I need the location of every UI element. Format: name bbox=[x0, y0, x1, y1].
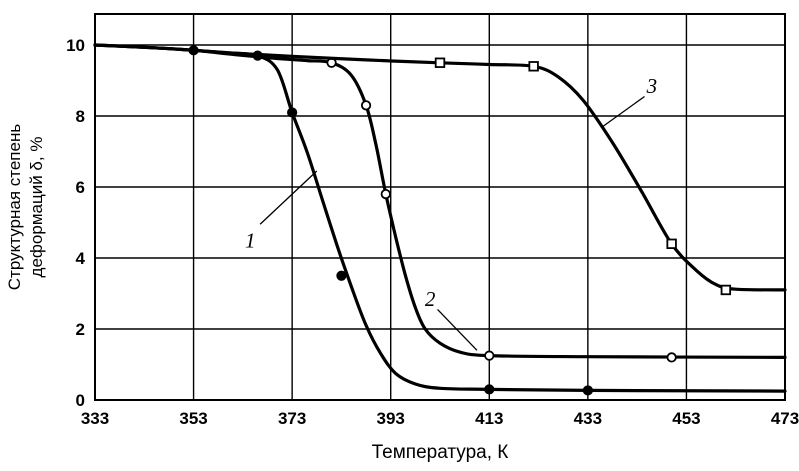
marker-open-circle bbox=[360, 100, 372, 111]
curve-number-2: 2 bbox=[425, 287, 436, 311]
curve-1 bbox=[93, 43, 787, 393]
marker-open-square bbox=[666, 238, 677, 250]
marker-open-square bbox=[434, 57, 446, 68]
curve-number-3: 3 bbox=[646, 74, 658, 98]
x-axis-title: Температура, К bbox=[372, 442, 509, 463]
marker-open-circle bbox=[380, 189, 391, 200]
y-tick-label: 4 bbox=[76, 249, 86, 268]
y-axis-title-line-2: деформаций δ, % bbox=[27, 137, 46, 278]
leader-line-1 bbox=[259, 170, 318, 225]
x-tick-label: 353 bbox=[179, 409, 207, 428]
leader-line-3 bbox=[602, 95, 645, 128]
curve-number-1: 1 bbox=[245, 228, 256, 252]
curve-2 bbox=[93, 43, 787, 359]
marker-open-square bbox=[528, 61, 539, 72]
x-tick-label: 433 bbox=[574, 409, 602, 428]
y-axis-title-line-1: Структурная степень bbox=[5, 124, 24, 291]
y-tick-label: 0 bbox=[76, 391, 85, 410]
marker-filled-circle bbox=[336, 270, 347, 281]
x-tick-label: 373 bbox=[278, 409, 306, 428]
marker-open-circle bbox=[484, 350, 495, 361]
x-tick-label: 393 bbox=[377, 409, 405, 428]
x-tick-label: 473 bbox=[771, 409, 799, 428]
plot-frame bbox=[94, 13, 786, 401]
marker-filled-circle bbox=[287, 107, 298, 118]
marker-open-square bbox=[720, 284, 732, 296]
marker-filled-circle bbox=[582, 385, 593, 396]
y-tick-label: 2 bbox=[76, 320, 85, 339]
marker-open-circle bbox=[666, 352, 677, 363]
x-tick-label: 333 bbox=[81, 409, 109, 428]
marker-filled-circle bbox=[484, 384, 495, 395]
leader-line-2 bbox=[437, 309, 478, 351]
curve-3 bbox=[93, 43, 787, 292]
y-tick-label: 10 bbox=[66, 36, 85, 55]
y-tick-label: 8 bbox=[76, 107, 85, 126]
y-tick-label: 6 bbox=[76, 178, 85, 197]
x-tick-label: 413 bbox=[475, 409, 503, 428]
x-tick-label: 453 bbox=[672, 409, 700, 428]
